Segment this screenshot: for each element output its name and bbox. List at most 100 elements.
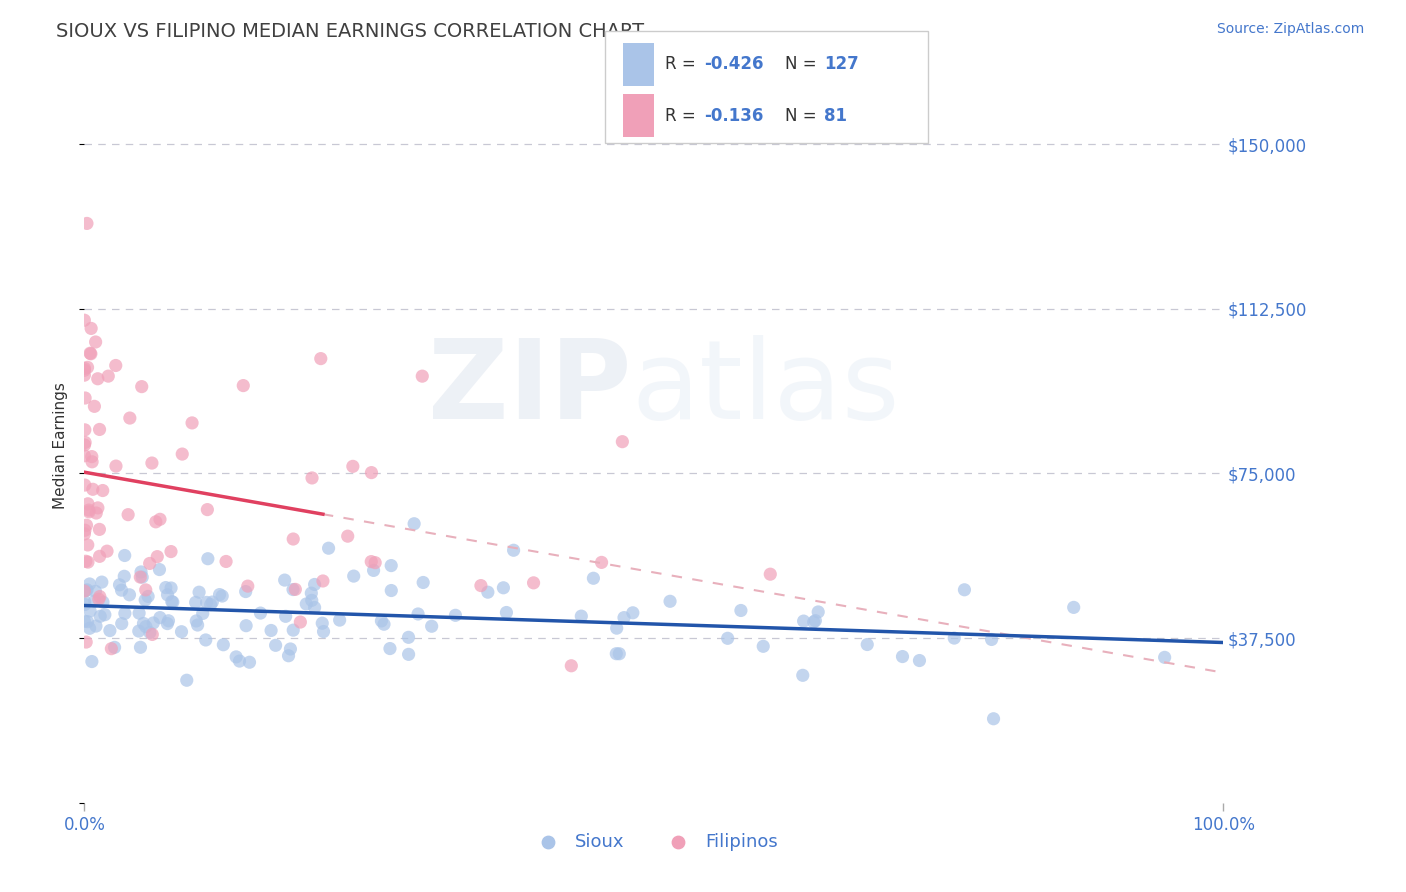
Point	[378, 641, 401, 656]
Point	[160, 544, 183, 558]
Point	[104, 459, 127, 474]
Point	[114, 607, 136, 621]
Point	[301, 593, 323, 607]
Point	[73, 523, 96, 537]
Point	[73, 438, 96, 452]
Point	[73, 368, 96, 383]
Point	[80, 347, 103, 361]
Point	[807, 605, 830, 619]
Point	[398, 630, 420, 644]
Text: N =: N =	[785, 55, 821, 73]
Point	[73, 423, 96, 437]
Point	[380, 558, 402, 573]
Point	[398, 648, 420, 662]
Point	[370, 614, 392, 628]
Point	[118, 588, 141, 602]
Point	[141, 627, 163, 641]
Point	[80, 450, 103, 464]
Point	[128, 606, 150, 620]
Point	[607, 647, 630, 661]
Point	[225, 649, 247, 664]
Point	[73, 614, 96, 628]
Text: atlas: atlas	[631, 335, 900, 442]
Point	[212, 638, 235, 652]
Point	[195, 502, 218, 516]
Point	[299, 586, 322, 600]
Point	[284, 582, 307, 597]
Point	[73, 361, 96, 376]
Point	[301, 471, 323, 485]
Point	[228, 654, 250, 668]
Point	[1063, 600, 1085, 615]
Point	[613, 610, 636, 624]
Point	[132, 616, 155, 631]
Point	[100, 641, 122, 656]
Point	[94, 607, 117, 622]
Point	[730, 603, 752, 617]
Point	[128, 624, 150, 638]
Point	[856, 638, 879, 652]
Point	[75, 554, 97, 568]
Point	[75, 435, 97, 450]
Point	[73, 598, 96, 612]
Point	[236, 579, 259, 593]
Point	[136, 590, 159, 604]
Point	[97, 369, 120, 384]
Point	[129, 565, 152, 579]
Point	[943, 631, 966, 645]
Point	[129, 570, 152, 584]
Point	[83, 594, 105, 608]
Point	[79, 621, 101, 635]
Point	[569, 609, 592, 624]
Point	[803, 615, 825, 629]
Point	[360, 466, 382, 480]
Point	[83, 400, 105, 414]
Point	[364, 556, 387, 570]
Point	[560, 658, 582, 673]
Point	[98, 624, 121, 638]
Point	[1153, 650, 1175, 665]
Text: -0.426: -0.426	[704, 55, 763, 73]
Y-axis label: Median Earnings: Median Earnings	[52, 383, 67, 509]
Point	[76, 538, 98, 552]
Point	[249, 606, 271, 620]
Point	[659, 594, 682, 608]
Point	[96, 544, 118, 558]
Text: Source: ZipAtlas.com: Source: ZipAtlas.com	[1216, 22, 1364, 37]
Point	[238, 655, 260, 669]
Point	[277, 648, 299, 663]
Text: -0.136: -0.136	[704, 107, 763, 125]
Point	[156, 616, 179, 631]
Point	[131, 570, 153, 584]
Point	[235, 584, 257, 599]
Point	[84, 584, 107, 599]
Point	[104, 359, 127, 373]
Point	[148, 563, 170, 577]
Point	[215, 554, 238, 568]
Point	[187, 618, 209, 632]
Point	[621, 606, 644, 620]
Point	[283, 532, 305, 546]
Point	[138, 557, 160, 571]
Point	[312, 574, 335, 588]
Point	[188, 585, 211, 599]
Point	[273, 573, 295, 587]
Point	[197, 551, 219, 566]
Point	[309, 351, 332, 366]
Point	[73, 449, 96, 463]
Text: SIOUX VS FILIPINO MEDIAN EARNINGS CORRELATION CHART: SIOUX VS FILIPINO MEDIAN EARNINGS CORREL…	[56, 22, 644, 41]
Point	[176, 673, 198, 688]
Point	[380, 583, 402, 598]
Point	[82, 483, 104, 497]
Point	[717, 632, 740, 646]
Point	[406, 607, 429, 621]
Point	[87, 372, 110, 386]
Point	[342, 459, 364, 474]
Point	[953, 582, 976, 597]
Point	[162, 595, 184, 609]
Point	[329, 613, 352, 627]
Point	[84, 334, 107, 349]
Point	[110, 583, 132, 598]
Point	[274, 609, 297, 624]
Point	[117, 508, 139, 522]
